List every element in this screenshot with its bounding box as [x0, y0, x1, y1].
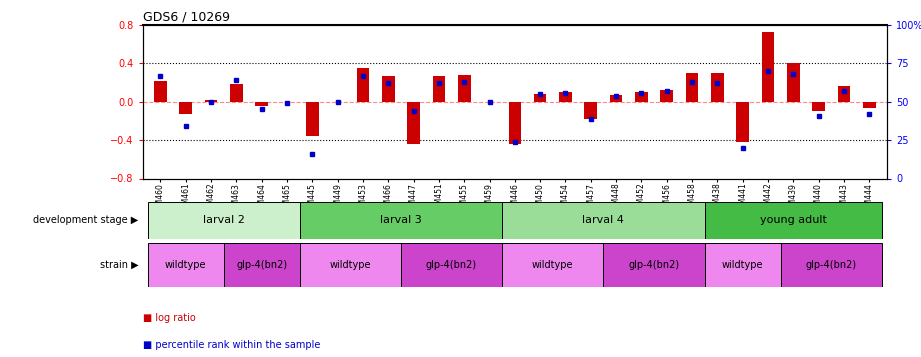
- Text: larval 4: larval 4: [582, 215, 624, 226]
- Bar: [610, 95, 623, 102]
- Text: wildtype: wildtype: [722, 260, 764, 270]
- Bar: [458, 75, 471, 102]
- Bar: [154, 81, 167, 102]
- Text: glp-4(bn2): glp-4(bn2): [628, 260, 680, 270]
- Bar: [147, 243, 224, 287]
- Bar: [762, 32, 775, 102]
- Bar: [502, 243, 603, 287]
- Bar: [382, 76, 394, 102]
- Bar: [837, 86, 850, 102]
- Bar: [559, 92, 572, 102]
- Bar: [356, 68, 369, 102]
- Text: wildtype: wildtype: [532, 260, 574, 270]
- Bar: [585, 102, 597, 119]
- Text: glp-4(bn2): glp-4(bn2): [236, 260, 287, 270]
- Bar: [433, 76, 445, 102]
- Text: strain ▶: strain ▶: [99, 260, 138, 270]
- Text: ■ percentile rank within the sample: ■ percentile rank within the sample: [143, 340, 321, 350]
- Bar: [180, 102, 192, 114]
- Bar: [781, 243, 882, 287]
- Bar: [255, 102, 268, 106]
- Bar: [705, 202, 882, 239]
- Text: larval 3: larval 3: [380, 215, 422, 226]
- Text: wildtype: wildtype: [330, 260, 371, 270]
- Bar: [812, 102, 825, 111]
- Bar: [299, 202, 502, 239]
- Bar: [787, 64, 799, 102]
- Bar: [224, 243, 299, 287]
- Bar: [299, 243, 401, 287]
- Bar: [705, 243, 781, 287]
- Bar: [635, 92, 647, 102]
- Bar: [863, 102, 876, 107]
- Text: development stage ▶: development stage ▶: [33, 215, 138, 226]
- Text: wildtype: wildtype: [165, 260, 206, 270]
- Text: young adult: young adult: [760, 215, 827, 226]
- Bar: [502, 202, 705, 239]
- Text: ■ log ratio: ■ log ratio: [143, 313, 195, 323]
- Text: larval 2: larval 2: [203, 215, 245, 226]
- Bar: [204, 100, 217, 102]
- Text: glp-4(bn2): glp-4(bn2): [806, 260, 857, 270]
- Bar: [230, 84, 243, 102]
- Bar: [603, 243, 705, 287]
- Bar: [686, 73, 698, 102]
- Bar: [711, 73, 724, 102]
- Bar: [401, 243, 502, 287]
- Bar: [407, 102, 420, 144]
- Text: glp-4(bn2): glp-4(bn2): [426, 260, 477, 270]
- Bar: [147, 202, 299, 239]
- Text: GDS6 / 10269: GDS6 / 10269: [143, 11, 229, 24]
- Bar: [508, 102, 521, 144]
- Bar: [736, 102, 749, 142]
- Bar: [534, 94, 546, 102]
- Bar: [306, 102, 319, 136]
- Bar: [660, 90, 673, 102]
